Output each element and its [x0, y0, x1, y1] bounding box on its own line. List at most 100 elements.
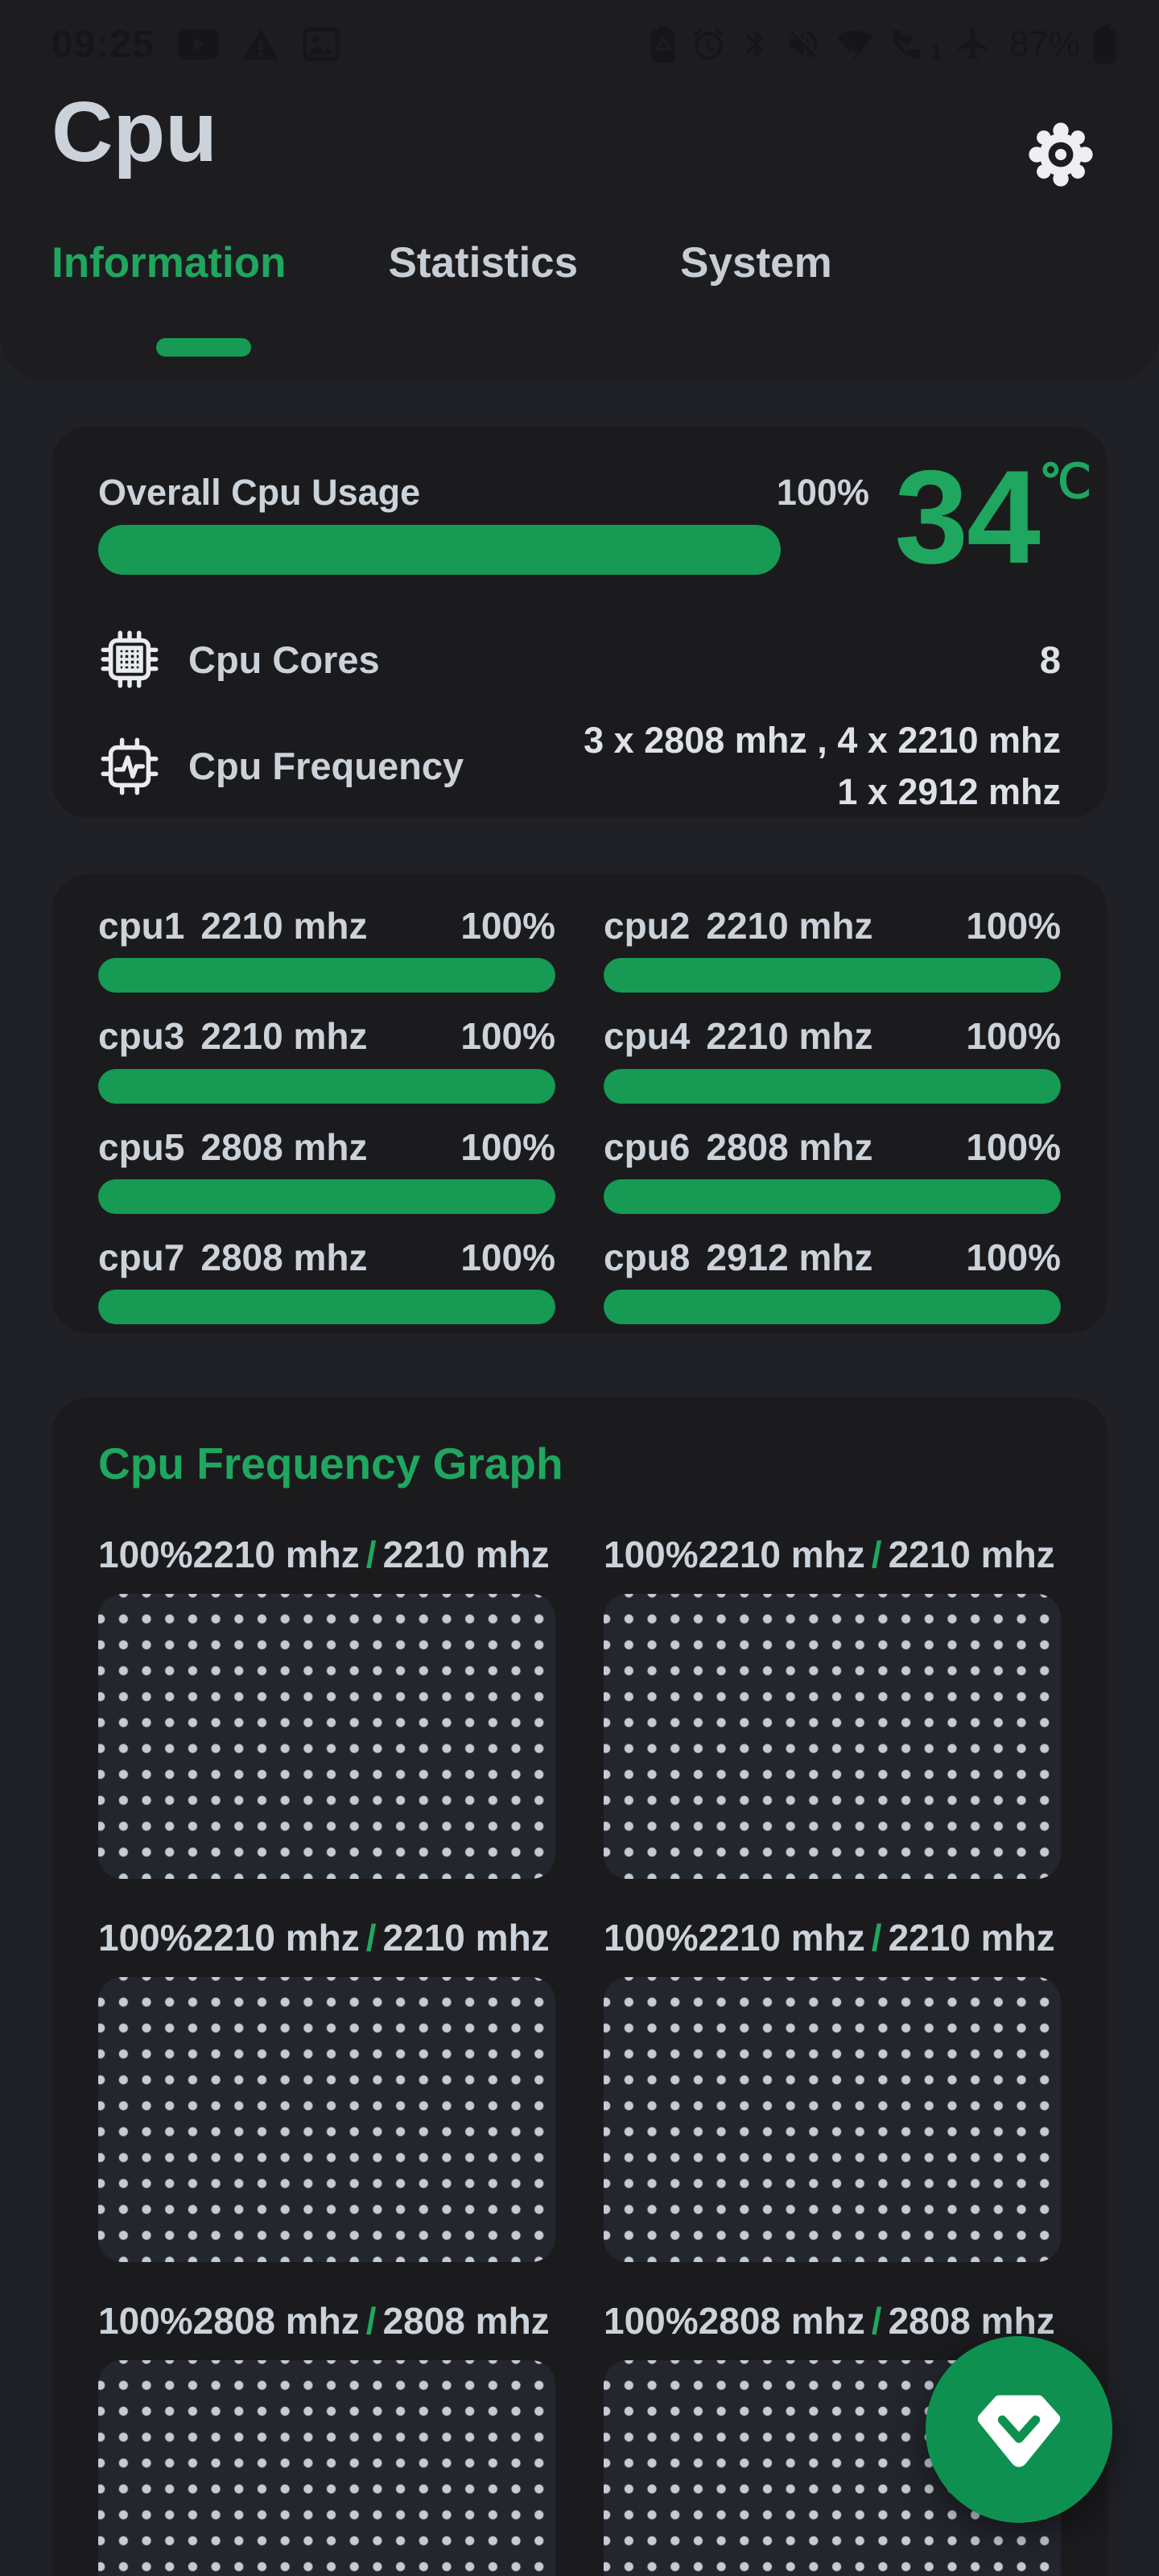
gallery-notification-icon: [302, 27, 340, 61]
frequency-graph-panel: [604, 1977, 1061, 2262]
core-cell-cpu1: cpu1 2210 mhz 100%: [98, 906, 555, 993]
battery-percent-label: 87%: [1008, 24, 1080, 64]
vibrate-mute-icon: [785, 26, 822, 63]
graph-separator: /: [871, 1534, 882, 1575]
graph-max-freq: 2808 mhz: [382, 2300, 550, 2342]
frequency-graph-panel: [98, 1594, 555, 1879]
core-name: cpu7: [98, 1236, 185, 1278]
core-load: 100%: [966, 1236, 1061, 1278]
graph-current-freq: 2210 mhz: [192, 1534, 360, 1575]
page-title: Cpu: [52, 85, 218, 180]
core-load: 100%: [460, 1236, 555, 1278]
bluetooth-icon: [740, 26, 772, 63]
boost-fab-button[interactable]: [926, 2336, 1112, 2523]
core-cell-cpu5: cpu5 2808 mhz 100%: [98, 1125, 555, 1214]
temperature-value: 34: [894, 443, 1041, 591]
cpu-cores-row: Cpu Cores 8: [98, 628, 1061, 691]
graph-cell-cpu4: 100%2210 mhz/2210 mhz: [604, 1916, 1061, 2262]
graph-separator: /: [365, 2300, 377, 2342]
graph-load: 100%: [98, 2300, 193, 2342]
core-frequency: 2210 mhz: [200, 1015, 368, 1058]
tab-information[interactable]: Information: [52, 239, 287, 287]
overall-usage-progress-fill: [98, 525, 781, 575]
core-load-bar: [98, 1179, 555, 1214]
core-cell-cpu7: cpu7 2808 mhz 100%: [98, 1236, 555, 1325]
graph-current-freq: 2210 mhz: [192, 1917, 360, 1959]
core-cell-cpu6: cpu6 2808 mhz 100%: [604, 1125, 1061, 1214]
graph-load: 100%: [604, 2300, 699, 2342]
core-load-bar: [604, 1179, 1061, 1214]
core-load-bar: [604, 958, 1061, 993]
core-cell-cpu3: cpu3 2210 mhz 100%: [98, 1015, 555, 1104]
status-bar-left: 09:25: [52, 23, 340, 67]
battery-icon: [1093, 25, 1117, 64]
graph-max-freq: 2210 mhz: [382, 1534, 550, 1575]
graph-max-freq: 2210 mhz: [888, 1534, 1055, 1575]
core-frequency: 2808 mhz: [706, 1125, 873, 1168]
core-load: 100%: [966, 1125, 1061, 1168]
graph-cell-cpu2: 100%2210 mhz/2210 mhz: [604, 1533, 1061, 1879]
usage-label: Overall Cpu Usage: [98, 472, 421, 513]
battery-saver-icon: [650, 26, 677, 63]
graph-load: 100%: [98, 1534, 193, 1575]
graph-load: 100%: [604, 1917, 699, 1959]
core-cell-cpu8: cpu8 2912 mhz 100%: [604, 1236, 1061, 1325]
graph-max-freq: 2210 mhz: [888, 1917, 1055, 1959]
cpu-cores-value: 8: [1039, 638, 1061, 681]
core-frequency: 2912 mhz: [706, 1236, 873, 1278]
alarm-icon: [690, 26, 727, 63]
active-tab-indicator: [156, 338, 251, 357]
status-bar: 09:25: [52, 18, 1117, 71]
cpu-cores-label: Cpu Cores: [188, 638, 380, 681]
cpu-temperature: 34 ℃: [894, 451, 1091, 584]
core-load: 100%: [460, 1015, 555, 1058]
cpu-frequency-label: Cpu Frequency: [188, 745, 464, 788]
temperature-unit: ℃: [1038, 456, 1091, 508]
core-load: 100%: [966, 905, 1061, 947]
graph-max-freq: 2808 mhz: [888, 2300, 1055, 2342]
core-load-bar: [98, 958, 555, 993]
core-load-bar: [604, 1290, 1061, 1325]
graph-current-freq: 2808 mhz: [698, 2300, 865, 2342]
core-name: cpu4: [604, 1015, 691, 1058]
core-frequency: 2808 mhz: [200, 1125, 368, 1168]
graph-separator: /: [871, 1917, 882, 1959]
youtube-notification-icon: [177, 28, 219, 60]
overall-usage-progressbar: [98, 525, 781, 575]
sim-index-label: 1: [930, 39, 942, 64]
app-header: 09:25: [0, 0, 1159, 380]
usage-value: 100%: [776, 472, 869, 513]
tab-system[interactable]: System: [680, 239, 832, 287]
core-cell-cpu4: cpu4 2210 mhz 100%: [604, 1015, 1061, 1104]
graphs-grid: 100%2210 mhz/2210 mhz 100%2210 mhz/2210 …: [98, 1533, 1061, 2576]
frequency-graph-panel: [98, 1977, 555, 2262]
core-frequency: 2210 mhz: [200, 905, 368, 947]
settings-button[interactable]: [1025, 119, 1096, 190]
status-bar-right: 1 87%: [650, 24, 1117, 64]
graph-separator: /: [871, 2300, 882, 2342]
frequency-graph-panel: [604, 1594, 1061, 1879]
core-name: cpu3: [98, 1015, 185, 1058]
tab-bar: Information Statistics System: [52, 238, 832, 287]
graph-card-title: Cpu Frequency Graph: [98, 1439, 563, 1488]
gear-icon: [1025, 122, 1096, 192]
airplane-mode-icon: [955, 26, 992, 63]
core-frequency: 2210 mhz: [706, 905, 873, 947]
overall-usage-card: Overall Cpu Usage 100% 34 ℃ Cpu Cores 8: [52, 427, 1107, 818]
core-name: cpu5: [98, 1125, 185, 1168]
cpu-chip-pulse-icon: [98, 735, 161, 798]
core-load: 100%: [460, 1125, 555, 1168]
graph-cell-cpu3: 100%2210 mhz/2210 mhz: [98, 1916, 555, 2262]
clock: 09:25: [52, 23, 155, 66]
graph-separator: /: [365, 1534, 377, 1575]
graph-load: 100%: [98, 1917, 193, 1959]
core-name: cpu1: [98, 905, 185, 947]
warning-notification-icon: [241, 27, 280, 61]
core-name: cpu6: [604, 1125, 691, 1168]
core-frequency: 2808 mhz: [200, 1236, 368, 1278]
cpu-frequency-row: Cpu Frequency 3 x 2808 mhz , 4 x 2210 mh…: [98, 715, 1061, 818]
tab-statistics[interactable]: Statistics: [388, 239, 579, 287]
graph-current-freq: 2808 mhz: [192, 2300, 360, 2342]
core-load: 100%: [460, 905, 555, 947]
